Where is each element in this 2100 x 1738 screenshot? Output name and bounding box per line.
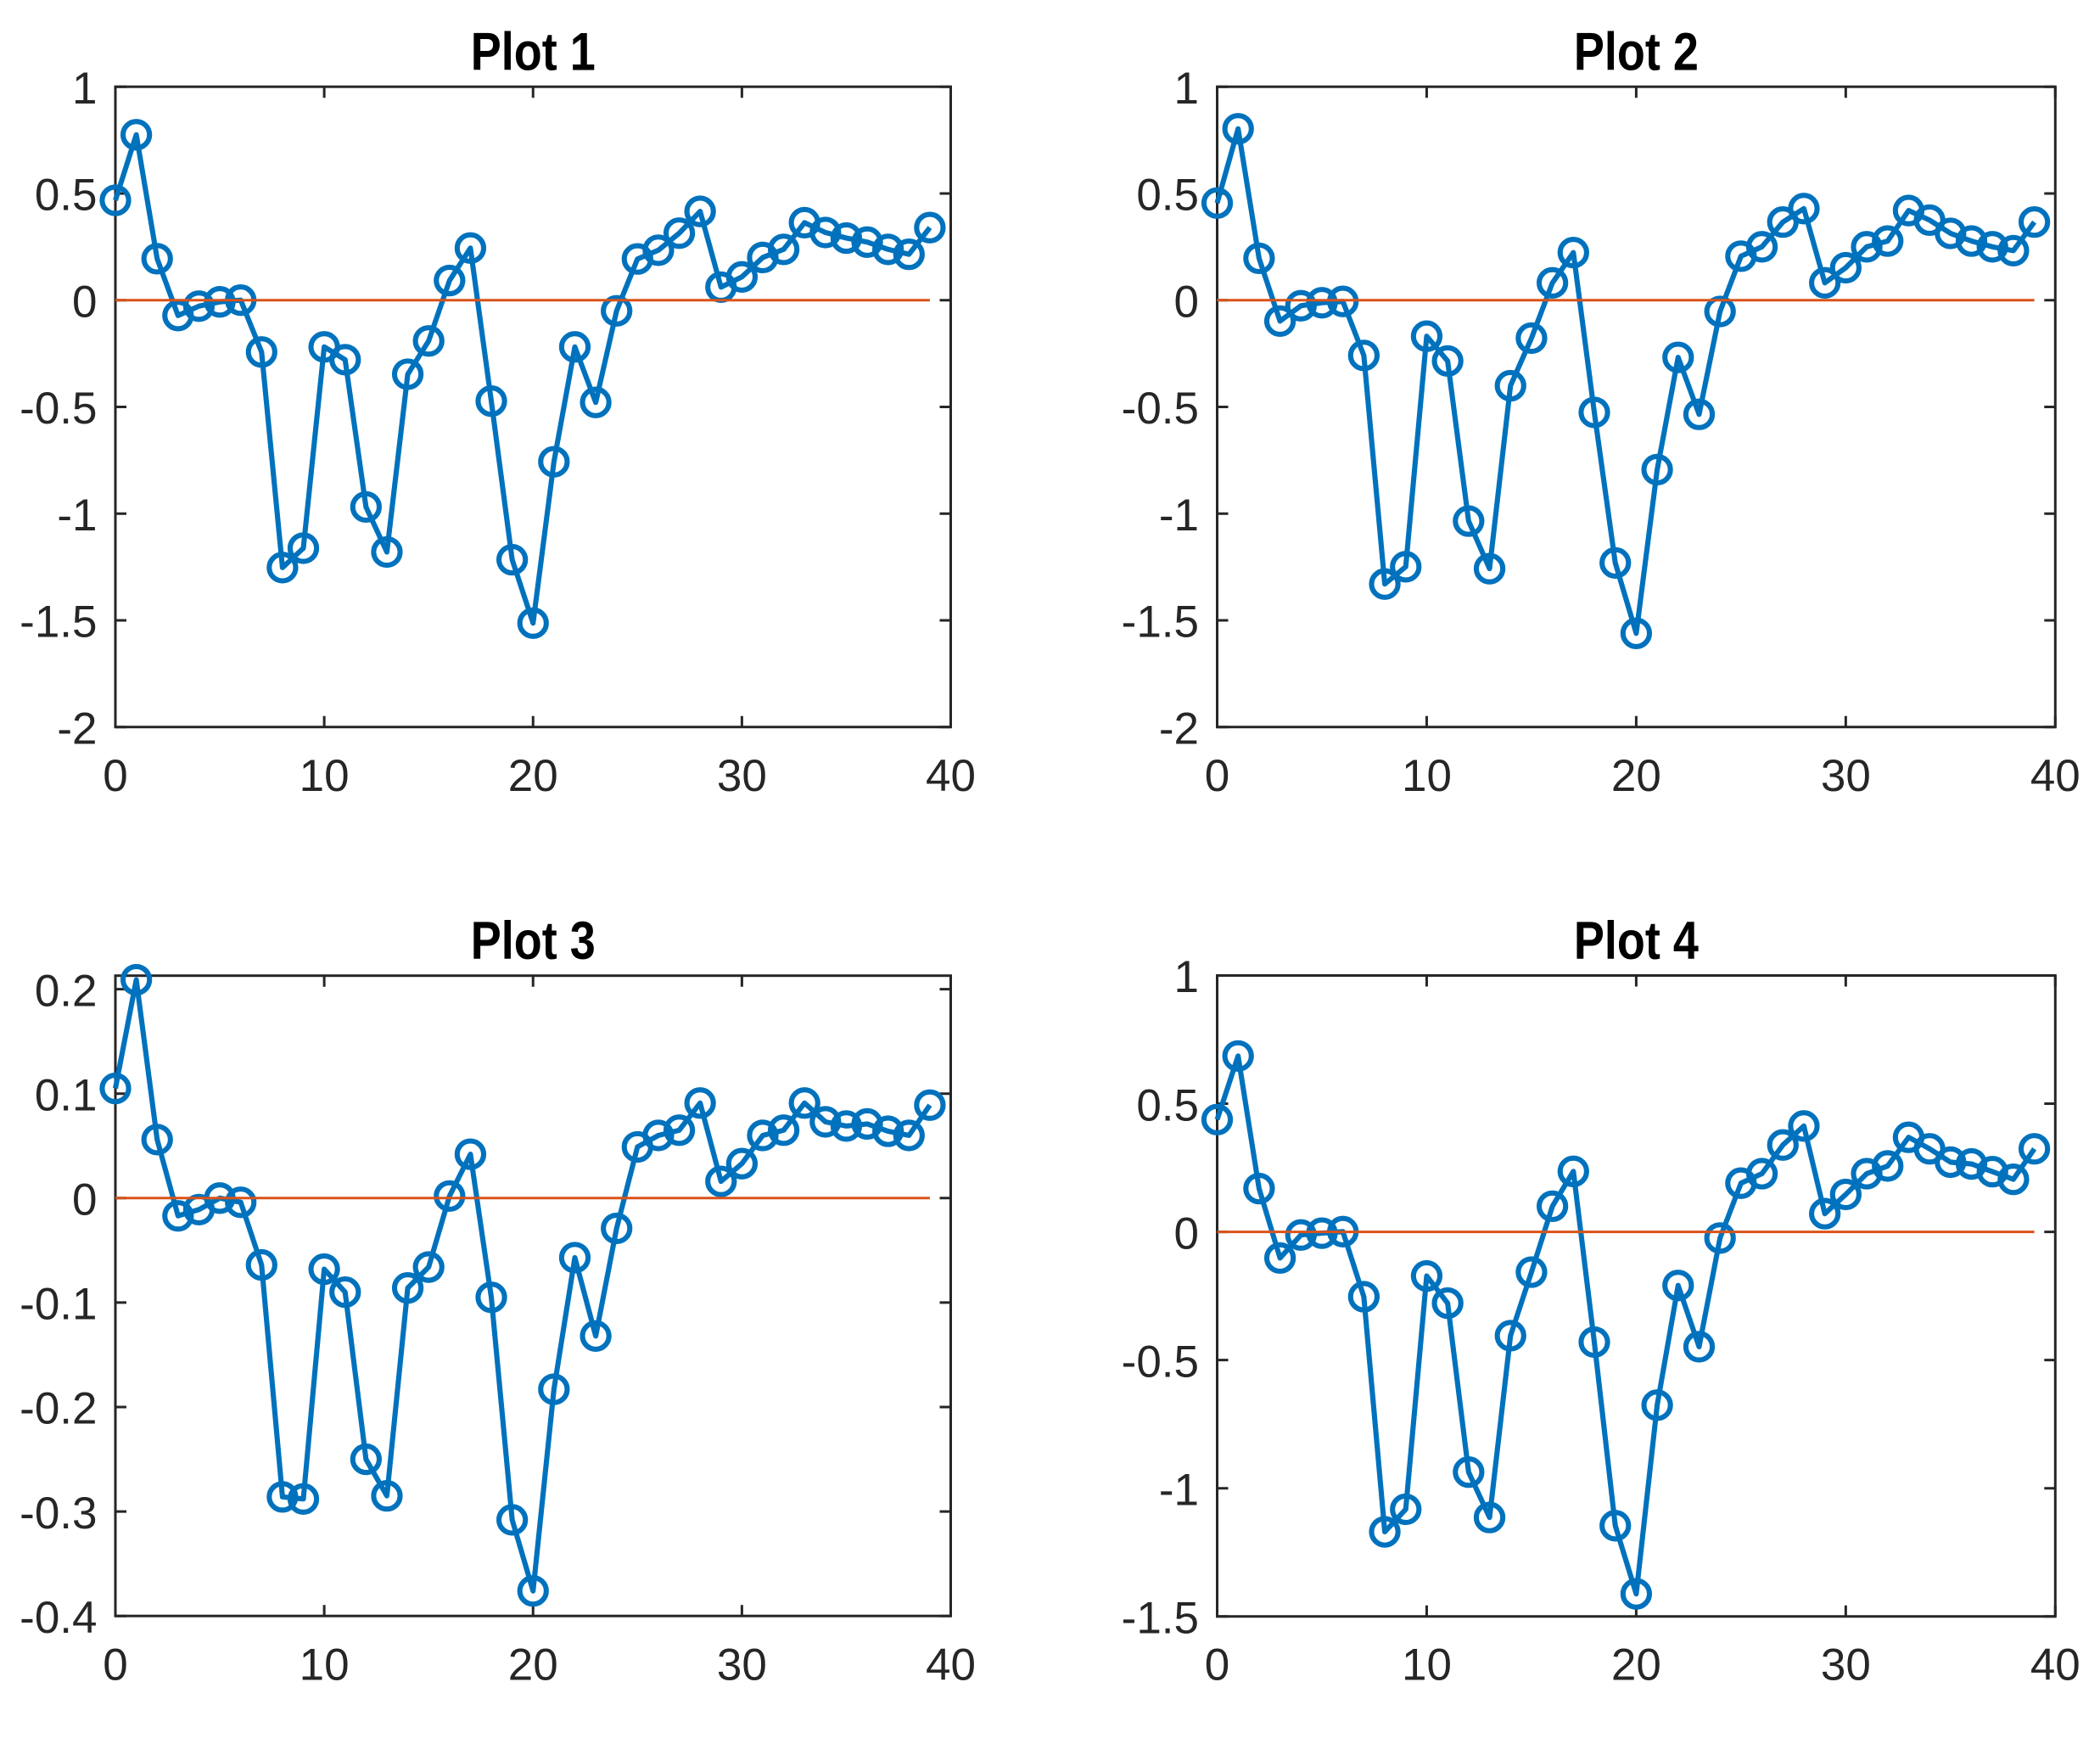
svg-text:40: 40 xyxy=(2030,751,2080,801)
svg-text:30: 30 xyxy=(717,751,767,801)
svg-text:40: 40 xyxy=(926,1640,976,1690)
svg-text:0: 0 xyxy=(72,277,97,327)
svg-text:-2: -2 xyxy=(57,704,97,754)
svg-text:1: 1 xyxy=(1174,952,1199,1002)
svg-text:20: 20 xyxy=(1611,1640,1661,1690)
svg-text:30: 30 xyxy=(717,1640,767,1690)
svg-text:-2: -2 xyxy=(1159,704,1199,754)
svg-text:-0.5: -0.5 xyxy=(1122,384,1199,434)
svg-text:0.1: 0.1 xyxy=(35,1070,98,1120)
svg-text:-0.3: -0.3 xyxy=(20,1489,97,1539)
svg-text:-0.2: -0.2 xyxy=(20,1384,97,1434)
svg-text:-1.5: -1.5 xyxy=(1122,1593,1199,1643)
svg-text:0.2: 0.2 xyxy=(35,966,98,1016)
svg-text:30: 30 xyxy=(1821,751,1871,801)
svg-text:30: 30 xyxy=(1821,1640,1871,1690)
svg-text:-1: -1 xyxy=(1159,491,1199,541)
svg-text:10: 10 xyxy=(1402,751,1452,801)
svg-text:0: 0 xyxy=(1205,1640,1229,1690)
svg-text:1: 1 xyxy=(1174,64,1199,114)
svg-text:-1: -1 xyxy=(1159,1465,1199,1515)
svg-text:0.5: 0.5 xyxy=(35,171,98,221)
svg-text:0: 0 xyxy=(103,751,127,801)
svg-text:0: 0 xyxy=(1174,277,1199,327)
svg-text:-0.1: -0.1 xyxy=(20,1280,97,1330)
svg-text:40: 40 xyxy=(926,751,976,801)
svg-text:Plot 4: Plot 4 xyxy=(1574,911,1699,971)
svg-text:10: 10 xyxy=(300,751,350,801)
svg-text:10: 10 xyxy=(1402,1640,1452,1690)
svg-text:0.5: 0.5 xyxy=(1136,171,1199,221)
svg-text:20: 20 xyxy=(508,751,558,801)
svg-text:-0.5: -0.5 xyxy=(20,384,97,434)
svg-text:40: 40 xyxy=(2030,1640,2080,1690)
svg-text:Plot 2: Plot 2 xyxy=(1574,23,1699,82)
svg-text:0.5: 0.5 xyxy=(1136,1080,1199,1130)
svg-text:-1.5: -1.5 xyxy=(1122,597,1199,648)
svg-text:0: 0 xyxy=(1174,1208,1199,1259)
svg-text:Plot 1: Plot 1 xyxy=(471,23,596,82)
svg-text:0: 0 xyxy=(103,1640,127,1690)
svg-text:0: 0 xyxy=(1205,751,1229,801)
svg-text:-0.4: -0.4 xyxy=(20,1593,97,1643)
svg-text:1: 1 xyxy=(72,64,97,114)
svg-text:-0.5: -0.5 xyxy=(1122,1337,1199,1387)
svg-text:Plot 3: Plot 3 xyxy=(471,911,596,971)
svg-text:20: 20 xyxy=(508,1640,558,1690)
svg-text:-1.5: -1.5 xyxy=(20,597,97,648)
svg-text:-1: -1 xyxy=(57,491,97,541)
svg-text:20: 20 xyxy=(1611,751,1661,801)
svg-text:10: 10 xyxy=(300,1640,350,1690)
svg-text:0: 0 xyxy=(72,1175,97,1225)
